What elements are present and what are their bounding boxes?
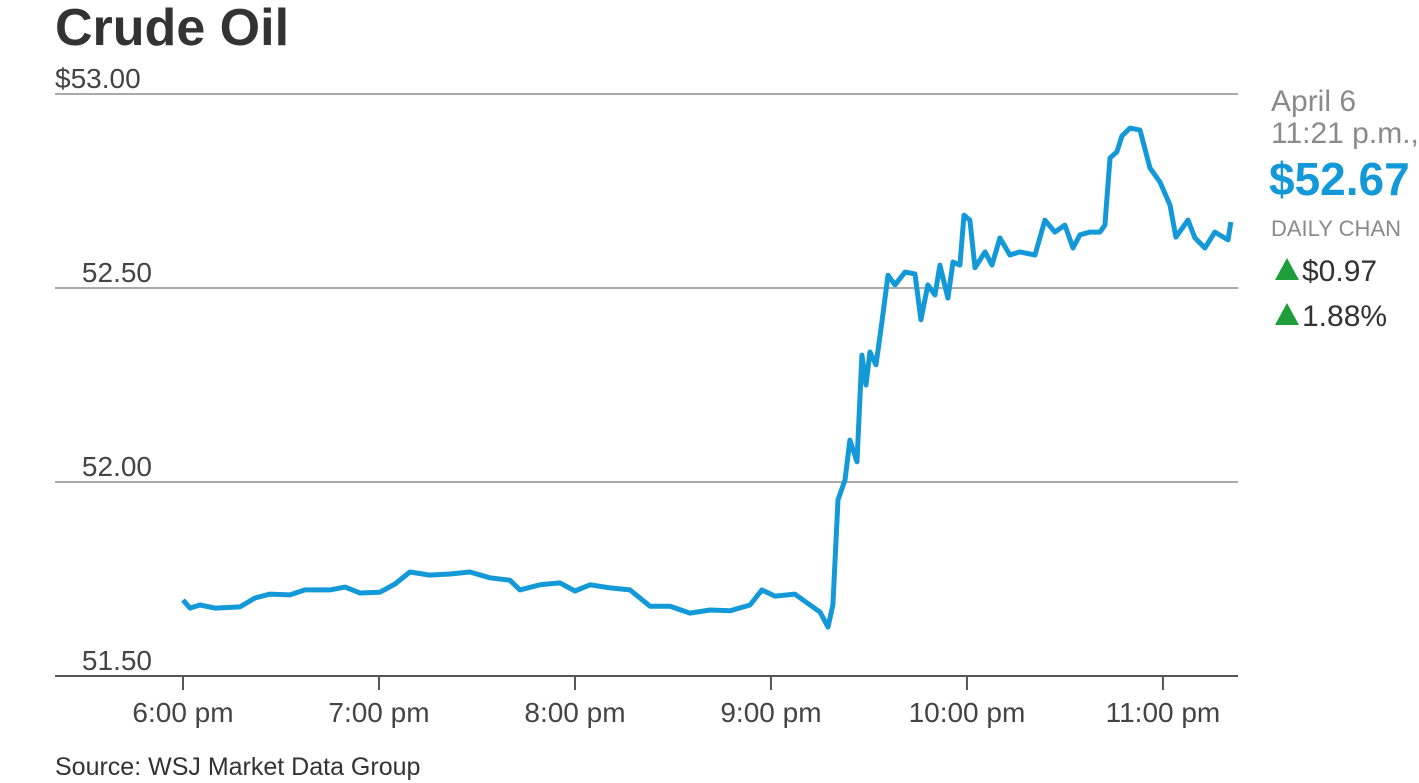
change-percent: 1.88% <box>1302 300 1387 333</box>
quote-price: $52.67 <box>1269 153 1410 205</box>
up-arrow <box>1275 258 1299 280</box>
change-value: $0.97 <box>1302 255 1377 288</box>
up-arrow <box>1275 303 1299 325</box>
x-tick-label: 10:00 pm <box>909 697 1026 728</box>
chart-title: Crude Oil <box>55 0 289 57</box>
x-tick-label: 7:00 pm <box>328 697 429 728</box>
price-line <box>181 125 1234 630</box>
x-tick-label: 9:00 pm <box>720 697 821 728</box>
x-tick-label: 6:00 pm <box>132 697 233 728</box>
quote-date: April 6 <box>1271 85 1356 118</box>
x-tick-label: 11:00 pm <box>1106 697 1221 728</box>
y-tick-label: 51.50 <box>82 645 152 676</box>
y-tick-label: 52.00 <box>82 451 152 482</box>
change-label: DAILY CHAN <box>1271 216 1401 241</box>
y-tick-label: $53.00 <box>55 63 141 94</box>
quote-panel: April 6 11:21 p.m., $52.67 DAILY CHAN $0… <box>1269 85 1419 333</box>
y-tick-label: 52.50 <box>82 257 152 288</box>
x-tick-label: 8:00 pm <box>524 697 625 728</box>
source: Source: WSJ Market Data Group <box>55 753 420 781</box>
quote-time: 11:21 p.m., <box>1271 117 1419 150</box>
